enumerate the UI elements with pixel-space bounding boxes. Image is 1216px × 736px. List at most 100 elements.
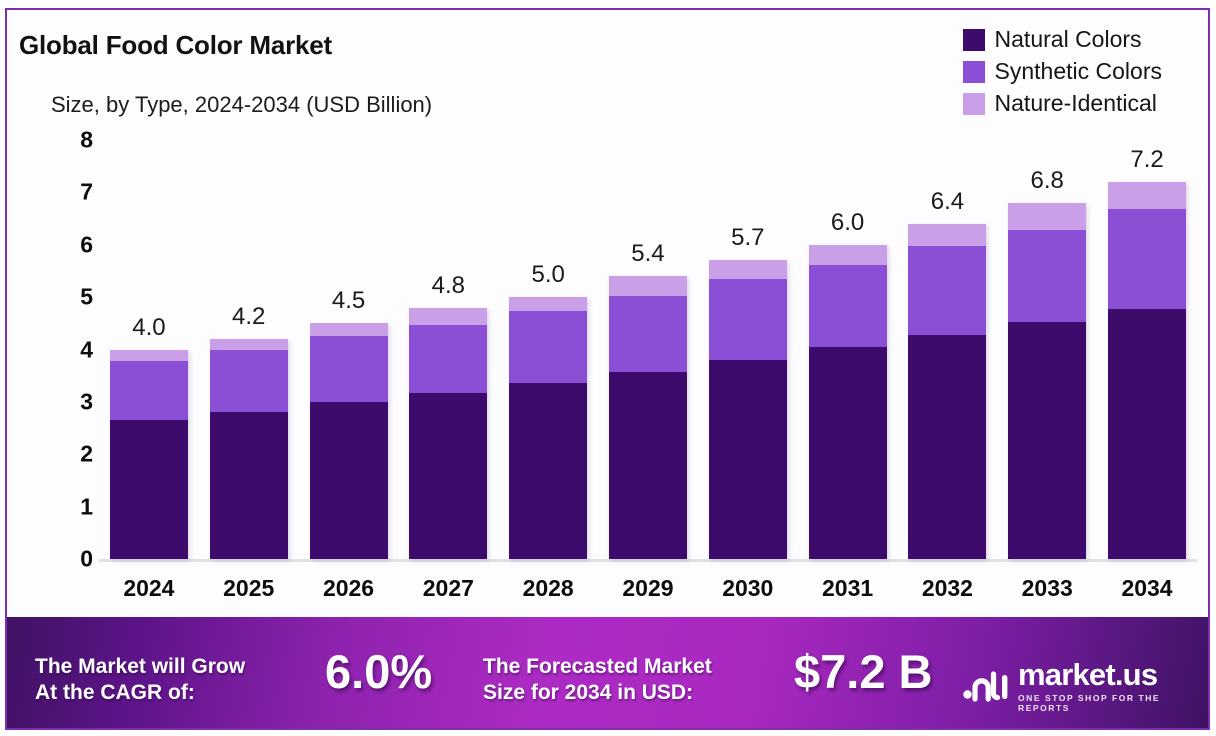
bar-segment[interactable]: [1008, 229, 1087, 323]
bar-segment[interactable]: [309, 336, 388, 402]
bar-stack[interactable]: [608, 276, 687, 559]
bar-segment[interactable]: [209, 412, 288, 559]
legend-swatch-icon: [962, 60, 985, 83]
bar-group: 4.0 4.2 4.5 4.8 5.0 5.4 5.7 6.0 6.4 6.8 7.2: [99, 140, 1197, 559]
bar-segment[interactable]: [109, 420, 188, 559]
bar-segment[interactable]: [1008, 322, 1087, 559]
bar-segment[interactable]: [409, 307, 488, 325]
bar-segment[interactable]: [109, 349, 188, 361]
bar-segment[interactable]: [309, 323, 388, 337]
bar-column[interactable]: 5.0: [509, 140, 588, 559]
bar-segment[interactable]: [1108, 308, 1187, 559]
bar-segment[interactable]: [509, 310, 588, 384]
bar-value-label: 6.4: [930, 187, 965, 215]
bar-segment[interactable]: [1108, 181, 1187, 210]
x-axis-tick: 2029: [622, 575, 674, 601]
bar-segment[interactable]: [708, 359, 787, 559]
legend-swatch-icon: [962, 28, 985, 51]
bar-segment[interactable]: [708, 260, 787, 280]
bar-segment[interactable]: [509, 383, 588, 559]
bar-value-label: 6.0: [830, 208, 865, 236]
bar-segment[interactable]: [209, 339, 288, 350]
bar-segment[interactable]: [808, 346, 887, 559]
bar-value-label: 5.4: [631, 240, 665, 268]
bar-value-label: 5.7: [731, 224, 765, 252]
bar-value-label: 7.2: [1130, 145, 1164, 173]
x-axis: 2024 2025 2026 2027 2028 2029 2030 2031 2032 2033…: [99, 575, 1197, 615]
market-us-logo: market.us ONE STOP SHOP FOR THE REPORTS: [963, 659, 1208, 713]
bar-stack[interactable]: [808, 244, 887, 559]
bar-column[interactable]: 6.4: [908, 140, 987, 559]
bar-segment[interactable]: [209, 349, 288, 413]
bar-segment[interactable]: [908, 223, 987, 247]
y-axis-tick: 8: [80, 126, 93, 153]
cagr-value: 6.0%: [325, 645, 433, 698]
y-axis-tick: 0: [80, 545, 93, 572]
bar-segment[interactable]: [409, 324, 488, 393]
bar-segment[interactable]: [109, 360, 188, 421]
y-axis: 8 7 6 5 4 3 2 1 0: [57, 127, 93, 572]
x-axis-line: [99, 559, 1197, 562]
legend-item-synthetic-colors: Synthetic Colors: [962, 58, 1162, 85]
bar-stack[interactable]: [209, 339, 288, 559]
logo-wordmark: market.us ONE STOP SHOP FOR THE REPORTS: [1018, 659, 1208, 713]
bar-column[interactable]: 6.8: [1008, 140, 1087, 559]
bar-column[interactable]: 7.2: [1108, 140, 1187, 559]
bar-stack[interactable]: [1008, 202, 1087, 559]
bar-segment[interactable]: [808, 264, 887, 347]
x-axis-tick: 2033: [1021, 575, 1073, 601]
bar-stack[interactable]: [309, 323, 388, 559]
bar-value-label: 4.2: [232, 303, 266, 331]
y-axis-tick: 7: [80, 178, 93, 205]
bar-segment[interactable]: [1008, 202, 1087, 230]
bar-stack[interactable]: [109, 349, 188, 559]
bar-segment[interactable]: [509, 297, 588, 311]
y-axis-tick: 2: [80, 440, 93, 467]
bar-value-label: 4.8: [431, 271, 466, 299]
bar-segment[interactable]: [309, 401, 388, 559]
bar-column[interactable]: 4.8: [409, 140, 488, 559]
bar-stack[interactable]: [509, 297, 588, 559]
infographic-frame: Global Food Color Market Size, by Type, …: [5, 8, 1210, 730]
legend-item-natural-colors: Natural Colors: [962, 26, 1142, 53]
bar-stack[interactable]: [1108, 181, 1187, 559]
bar-segment[interactable]: [608, 371, 687, 559]
legend-label: Nature-Identical: [994, 90, 1157, 116]
x-axis-tick: 2025: [223, 575, 275, 601]
forecast-value: $7.2 B: [794, 645, 933, 698]
chart-subtitle: Size, by Type, 2024-2034 (USD Billion): [51, 92, 433, 117]
legend-swatch-icon: [962, 92, 985, 115]
legend-label: Natural Colors: [994, 26, 1142, 52]
bar-value-label: 6.8: [1030, 166, 1064, 194]
bar-column[interactable]: 4.2: [209, 140, 288, 559]
bar-stack[interactable]: [409, 307, 488, 559]
bar-column[interactable]: 5.7: [708, 140, 787, 559]
bar-segment[interactable]: [608, 276, 687, 297]
bar-column[interactable]: 4.0: [109, 140, 188, 559]
y-axis-tick: 4: [80, 336, 93, 362]
x-axis-tick: 2031: [822, 575, 874, 601]
y-axis-tick: 6: [80, 231, 93, 258]
waveform-logo-icon: [963, 671, 1008, 702]
bar-segment[interactable]: [608, 296, 687, 372]
bar-value-label: 4.5: [331, 287, 366, 315]
legend-label: Synthetic Colors: [994, 58, 1162, 84]
bar-stack[interactable]: [708, 260, 787, 559]
y-axis-tick: 1: [80, 493, 93, 520]
bar-value-label: 5.0: [531, 261, 565, 289]
bar-segment[interactable]: [908, 246, 987, 336]
bar-segment[interactable]: [908, 335, 987, 559]
bar-segment[interactable]: [808, 244, 887, 265]
x-axis-tick: 2027: [422, 575, 474, 601]
cagr-caption: The Market will Grow At the CAGR of:: [35, 654, 245, 705]
bar-segment[interactable]: [409, 392, 488, 559]
bar-column[interactable]: 5.4: [608, 140, 687, 559]
forecast-caption: The Forecasted Market Size for 2034 in U…: [483, 654, 712, 705]
bar-stack[interactable]: [908, 223, 987, 559]
forecast-caption-line1: The Forecasted Market: [483, 655, 712, 678]
bar-column[interactable]: 4.5: [309, 140, 388, 559]
bar-column[interactable]: 6.0: [808, 140, 887, 559]
bar-segment[interactable]: [1108, 209, 1187, 309]
bar-segment[interactable]: [708, 279, 787, 360]
page-title: Global Food Color Market: [19, 30, 332, 60]
